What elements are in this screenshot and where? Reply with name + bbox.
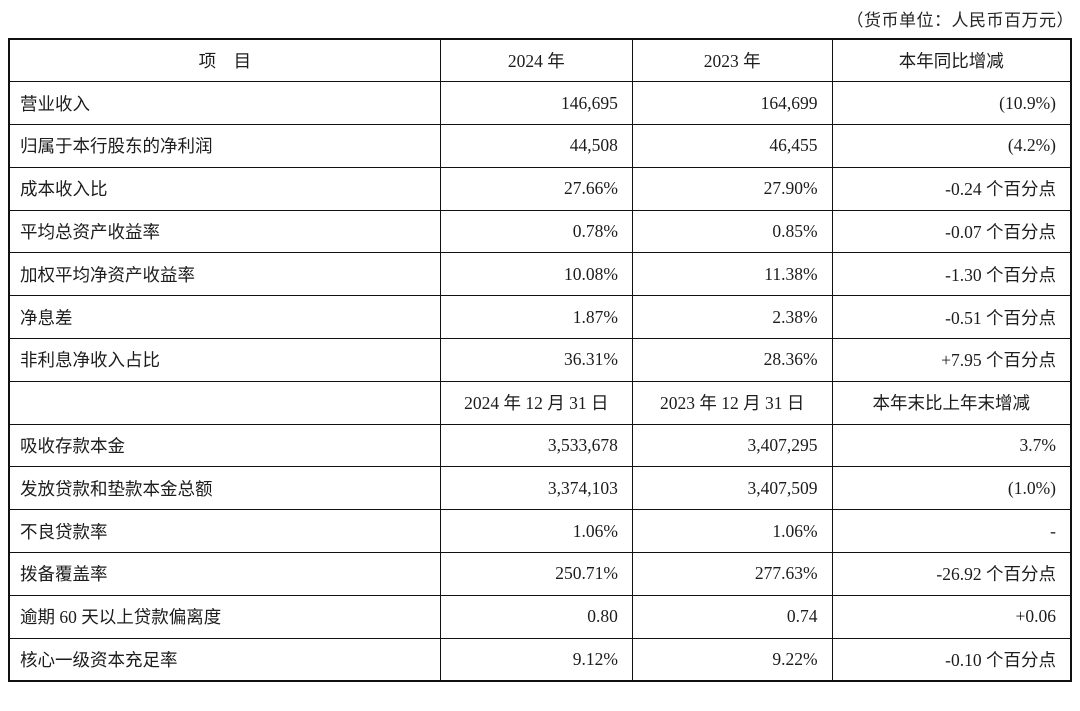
value-2023: 9.22% [631,637,833,682]
row-label: 成本收入比 [8,166,441,211]
header-item: 项 目 [8,38,441,83]
row-label: 平均总资产收益率 [8,209,441,254]
value-2024: 0.78% [439,209,633,254]
value-change: -0.10 个百分点 [831,637,1072,682]
table-row: 逾期 60 天以上贷款偏离度 0.80 0.74 +0.06 [8,594,1072,639]
value-change: -0.07 个百分点 [831,209,1072,254]
value-2023: 2.38% [631,295,833,340]
value-2023: 0.74 [631,594,833,639]
value-2023: 27.90% [631,166,833,211]
mid-header-change: 本年末比上年末增减 [831,380,1072,425]
table-row: 拨备覆盖率 250.71% 277.63% -26.92 个百分点 [8,552,1072,596]
value-2024: 1.87% [439,295,633,340]
table-row: 归属于本行股东的净利润 44,508 46,455 (4.2%) [8,124,1072,168]
value-change: (10.9%) [831,81,1072,126]
header-2024: 2024 年 [439,38,633,83]
row-label: 不良贷款率 [8,509,441,554]
value-2023: 11.38% [631,252,833,297]
value-2024: 3,533,678 [439,423,633,468]
table-row: 营业收入 146,695 164,699 (10.9%) [8,81,1072,126]
mid-header-empty [8,380,441,425]
value-change: (1.0%) [831,466,1072,511]
header-change: 本年同比增减 [831,38,1072,83]
mid-header-2023: 2023 年 12 月 31 日 [631,380,833,425]
table-row: 不良贷款率 1.06% 1.06% - [8,509,1072,554]
table-header-row: 项 目 2024 年 2023 年 本年同比增减 [8,38,1072,83]
value-change: -26.92 个百分点 [831,552,1072,596]
value-2024: 3,374,103 [439,466,633,511]
value-2024: 27.66% [439,166,633,211]
value-2024: 44,508 [439,124,633,168]
value-change: (4.2%) [831,124,1072,168]
value-2024: 250.71% [439,552,633,596]
header-2023: 2023 年 [631,38,833,83]
table-row: 非利息净收入占比 36.31% 28.36% +7.95 个百分点 [8,338,1072,382]
value-change: - [831,509,1072,554]
row-label: 加权平均净资产收益率 [8,252,441,297]
row-label: 核心一级资本充足率 [8,637,441,682]
value-2024: 10.08% [439,252,633,297]
financial-summary-table: 项 目 2024 年 2023 年 本年同比增减 营业收入 146,695 16… [8,38,1072,682]
value-2023: 3,407,295 [631,423,833,468]
value-2024: 0.80 [439,594,633,639]
row-label: 归属于本行股东的净利润 [8,124,441,168]
value-2023: 1.06% [631,509,833,554]
row-label: 非利息净收入占比 [8,338,441,382]
table-row: 加权平均净资产收益率 10.08% 11.38% -1.30 个百分点 [8,252,1072,297]
table-row: 发放贷款和垫款本金总额 3,374,103 3,407,509 (1.0%) [8,466,1072,511]
currency-unit-note: （货币单位：人民币百万元） [846,11,1074,30]
value-change: -1.30 个百分点 [831,252,1072,297]
value-2024: 146,695 [439,81,633,126]
value-2023: 28.36% [631,338,833,382]
table-row: 净息差 1.87% 2.38% -0.51 个百分点 [8,295,1072,340]
row-label: 吸收存款本金 [8,423,441,468]
row-label: 营业收入 [8,81,441,126]
table-row: 成本收入比 27.66% 27.90% -0.24 个百分点 [8,166,1072,211]
value-change: -0.24 个百分点 [831,166,1072,211]
value-2023: 0.85% [631,209,833,254]
value-2024: 9.12% [439,637,633,682]
value-2023: 3,407,509 [631,466,833,511]
row-label: 逾期 60 天以上贷款偏离度 [8,594,441,639]
table-mid-header-row: 2024 年 12 月 31 日 2023 年 12 月 31 日 本年末比上年… [8,380,1072,425]
value-change: -0.51 个百分点 [831,295,1072,340]
row-label: 发放贷款和垫款本金总额 [8,466,441,511]
value-2024: 36.31% [439,338,633,382]
value-2023: 46,455 [631,124,833,168]
value-change: +0.06 [831,594,1072,639]
table-row: 核心一级资本充足率 9.12% 9.22% -0.10 个百分点 [8,637,1072,682]
table-row: 平均总资产收益率 0.78% 0.85% -0.07 个百分点 [8,209,1072,254]
table-row: 吸收存款本金 3,533,678 3,407,295 3.7% [8,423,1072,468]
value-change: 3.7% [831,423,1072,468]
row-label: 拨备覆盖率 [8,552,441,596]
value-2023: 277.63% [631,552,833,596]
value-2024: 1.06% [439,509,633,554]
mid-header-2024: 2024 年 12 月 31 日 [439,380,633,425]
value-change: +7.95 个百分点 [831,338,1072,382]
value-2023: 164,699 [631,81,833,126]
row-label: 净息差 [8,295,441,340]
